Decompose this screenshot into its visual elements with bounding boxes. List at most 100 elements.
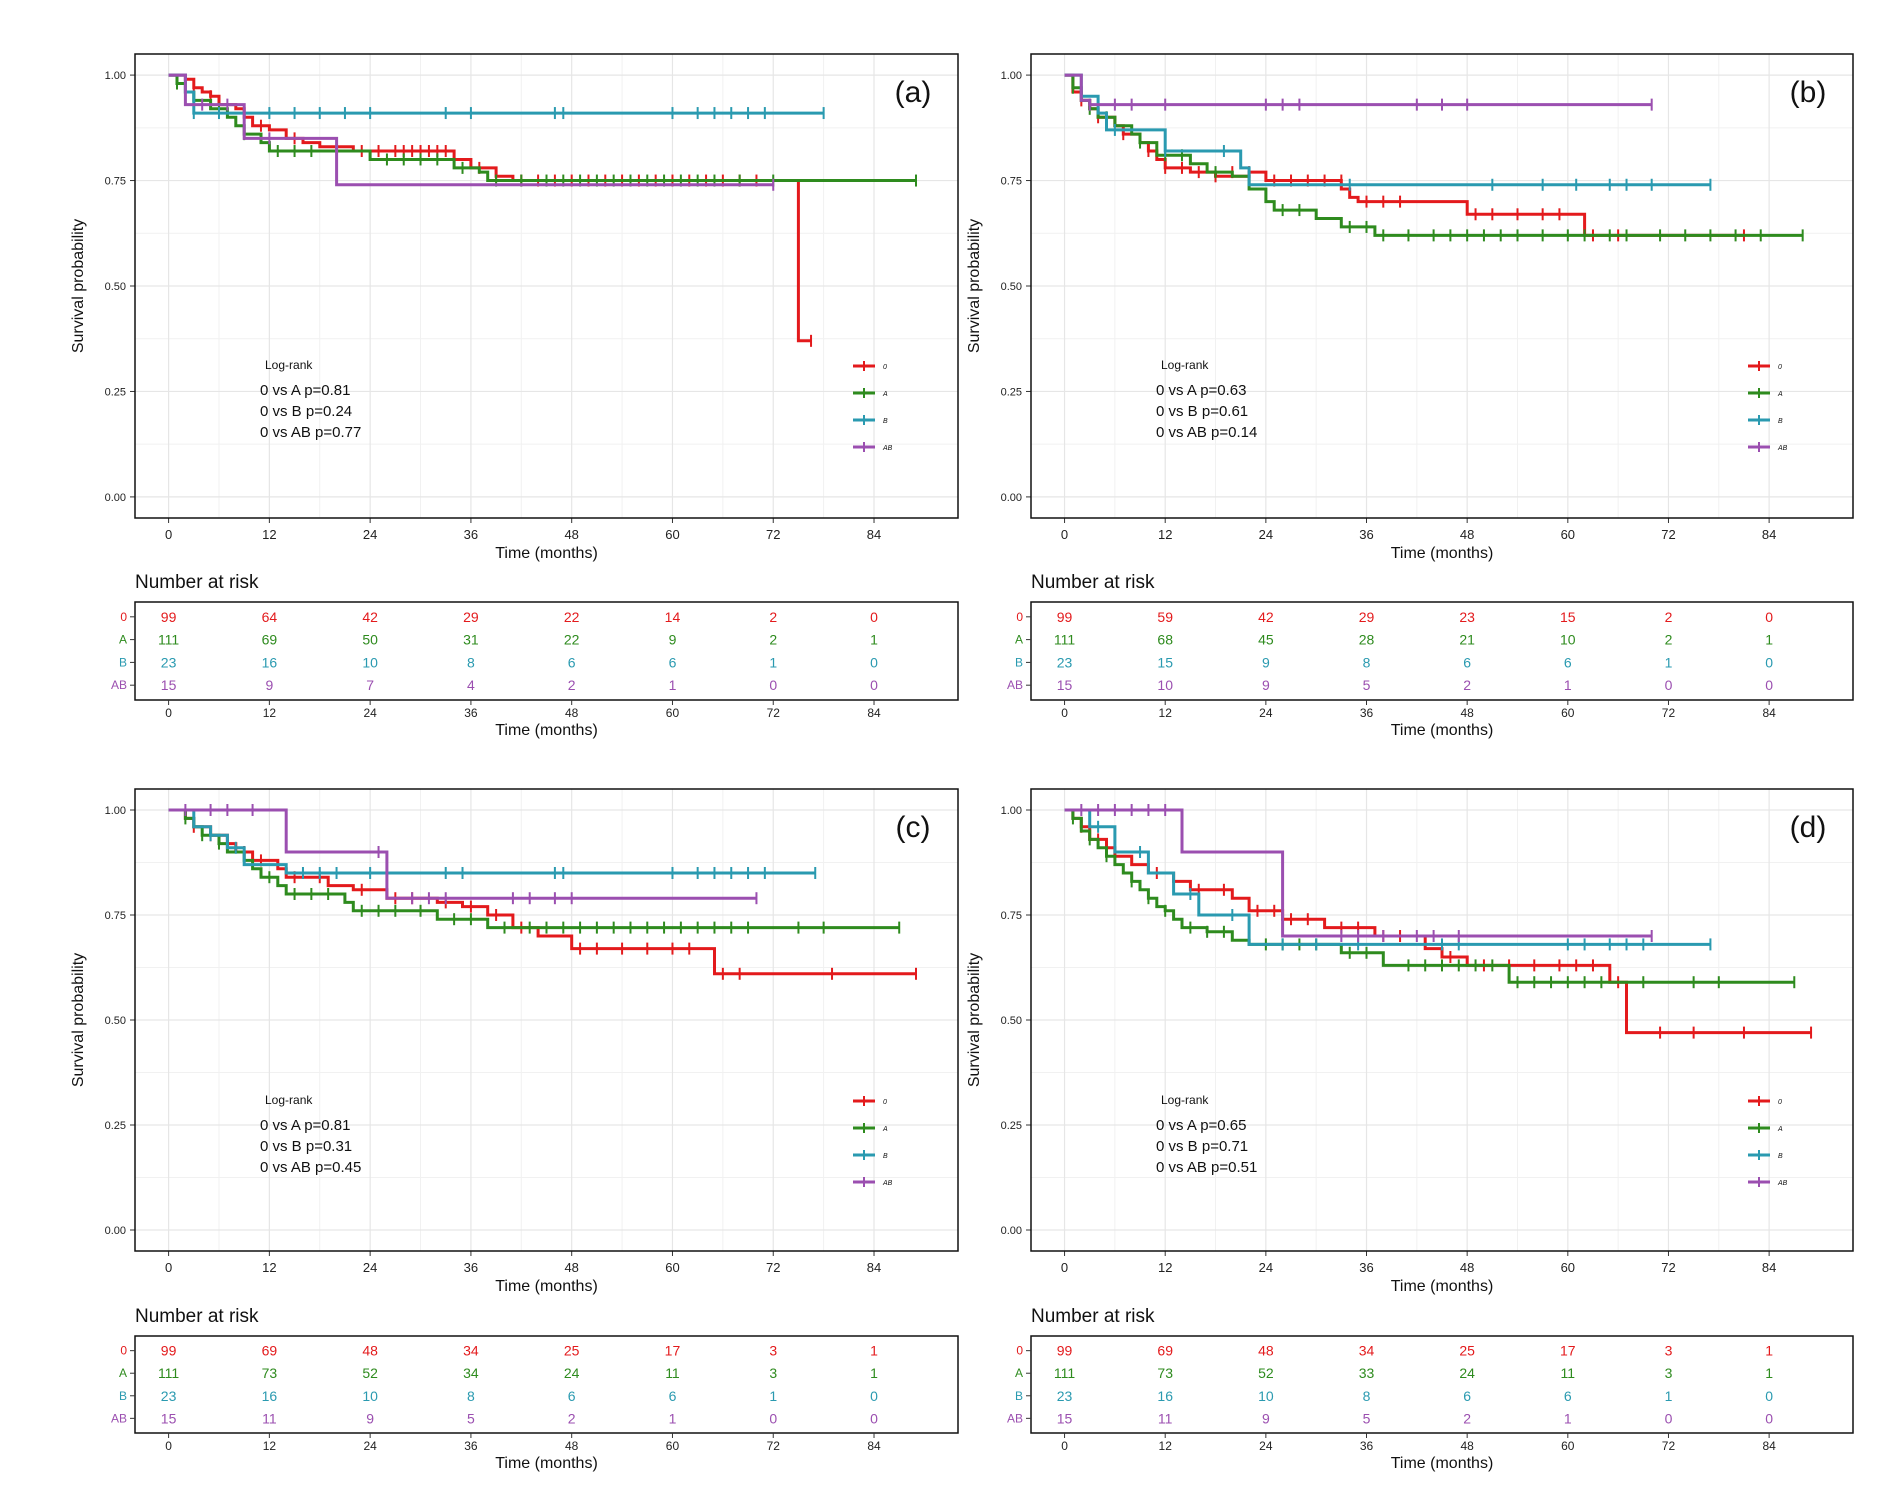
- risk-x-tick-label: 12: [263, 1439, 277, 1453]
- legend-label: 0: [883, 1099, 887, 1106]
- y-tick-label: 1.00: [1001, 70, 1022, 82]
- risk-count: 111: [158, 1365, 179, 1381]
- y-tick-label: 1.00: [105, 70, 126, 82]
- x-axis-title: Time (months): [495, 545, 598, 562]
- y-tick-label: 0.00: [105, 1225, 126, 1237]
- y-tick-label: 0.00: [1001, 1225, 1022, 1237]
- risk-count: 8: [467, 1388, 475, 1404]
- risk-count: 1: [1665, 1388, 1673, 1404]
- survival-curve-B: [1064, 808, 1711, 946]
- risk-count: 9: [669, 632, 677, 648]
- legend-label: A: [882, 1126, 888, 1133]
- risk-count: 99: [161, 1343, 177, 1359]
- x-axis-title: Time (months): [1391, 545, 1494, 562]
- risk-row-label: AB: [111, 1411, 127, 1425]
- risk-count: 69: [1157, 1343, 1173, 1359]
- plot-border: [134, 788, 959, 1252]
- risk-count: 45: [1258, 632, 1274, 648]
- risk-x-tick-label: 24: [363, 1439, 377, 1453]
- legend-label: 0: [1778, 1099, 1782, 1106]
- x-axis-title: Time (months): [495, 1278, 598, 1295]
- risk-table-title: Number at risk: [135, 572, 259, 593]
- y-axis-title: Survival probability: [70, 219, 87, 353]
- risk-x-tick-label: 60: [1561, 706, 1575, 720]
- risk-count: 11: [1561, 1365, 1576, 1381]
- x-tick-label: 48: [1460, 527, 1474, 542]
- risk-count: 34: [1359, 1343, 1375, 1359]
- legend-label: 0: [883, 364, 887, 371]
- x-tick-label: 0: [165, 527, 172, 542]
- logrank-result: 0 vs AB p=0.45: [260, 1159, 361, 1176]
- x-tick-label: 0: [165, 1260, 172, 1275]
- risk-count: 10: [1560, 632, 1576, 648]
- x-tick-label: 36: [464, 527, 478, 542]
- risk-x-tick-label: 24: [1259, 706, 1273, 720]
- risk-table-border: [1030, 1335, 1854, 1434]
- risk-count: 3: [1665, 1343, 1673, 1359]
- plot-border: [1030, 788, 1854, 1252]
- legend-label: 0: [1778, 364, 1782, 371]
- y-axis-title: Survival probability: [966, 953, 983, 1087]
- risk-count: 9: [1262, 1410, 1270, 1426]
- risk-x-axis-title: Time (months): [495, 1455, 598, 1472]
- risk-row-label: 0: [120, 1344, 127, 1358]
- km-panel-0: 0.000.250.500.751.000 12 24 36 48 60 72 84Time …: [70, 53, 959, 739]
- x-tick-label: 0: [1061, 527, 1068, 542]
- x-tick-label: 24: [1259, 1260, 1273, 1275]
- risk-count: 6: [669, 1388, 677, 1404]
- y-tick-label: 1.00: [105, 805, 126, 817]
- risk-count: 5: [467, 1410, 475, 1426]
- y-tick-label: 1.00: [1001, 805, 1022, 817]
- risk-x-tick-label: 24: [1259, 1439, 1273, 1453]
- risk-x-axis-title: Time (months): [1391, 722, 1494, 739]
- km-panel-3: 0.000.250.500.751.000 12 24 36 48 60 72 84Time …: [966, 788, 1854, 1472]
- risk-count: 0: [769, 1410, 777, 1426]
- risk-count: 6: [1463, 1388, 1471, 1404]
- legend-label: A: [882, 391, 888, 398]
- logrank-title: Log-rank: [1161, 1093, 1209, 1107]
- risk-count: 25: [1459, 1343, 1475, 1359]
- risk-x-tick-label: 84: [1762, 1439, 1776, 1453]
- risk-count: 6: [568, 654, 576, 670]
- y-tick-label: 0.75: [105, 176, 126, 188]
- risk-count: 31: [463, 632, 479, 648]
- legend-label: B: [883, 418, 888, 425]
- risk-count: 33: [1359, 1365, 1375, 1381]
- x-tick-label: 36: [1359, 1260, 1373, 1275]
- risk-count: 29: [463, 609, 479, 625]
- risk-x-tick-label: 72: [1662, 1439, 1676, 1453]
- risk-count: 0: [870, 609, 878, 625]
- risk-count: 1: [1765, 632, 1773, 648]
- x-tick-label: 84: [1762, 527, 1776, 542]
- risk-count: 2: [1665, 632, 1673, 648]
- x-tick-label: 12: [262, 527, 276, 542]
- risk-table-title: Number at risk: [135, 1306, 259, 1327]
- risk-count: 9: [265, 677, 273, 693]
- risk-count: 42: [362, 609, 378, 625]
- legend-label: B: [1778, 418, 1783, 425]
- logrank-title: Log-rank: [265, 1093, 313, 1107]
- logrank-result: 0 vs B p=0.24: [260, 403, 352, 420]
- risk-count: 2: [769, 632, 777, 648]
- risk-x-tick-label: 36: [1360, 1439, 1374, 1453]
- risk-count: 69: [262, 1343, 278, 1359]
- risk-count: 16: [262, 1388, 278, 1404]
- risk-count: 59: [1157, 609, 1173, 625]
- y-tick-label: 0.00: [1001, 492, 1022, 504]
- risk-count: 8: [467, 654, 475, 670]
- x-tick-label: 84: [867, 1260, 881, 1275]
- risk-x-tick-label: 0: [1061, 706, 1068, 720]
- risk-count: 23: [161, 654, 177, 670]
- x-tick-label: 60: [1561, 527, 1575, 542]
- risk-x-tick-label: 72: [767, 1439, 781, 1453]
- survival-curve-B: [1064, 73, 1711, 187]
- risk-count: 6: [669, 654, 677, 670]
- risk-count: 6: [1564, 654, 1572, 670]
- risk-count: 0: [870, 1410, 878, 1426]
- legend-label: AB: [1777, 1180, 1788, 1187]
- risk-count: 14: [665, 609, 681, 625]
- logrank-result: 0 vs A p=0.81: [260, 382, 351, 399]
- panel-label: (c): [896, 811, 931, 844]
- x-tick-label: 36: [1359, 527, 1373, 542]
- risk-x-tick-label: 12: [263, 706, 277, 720]
